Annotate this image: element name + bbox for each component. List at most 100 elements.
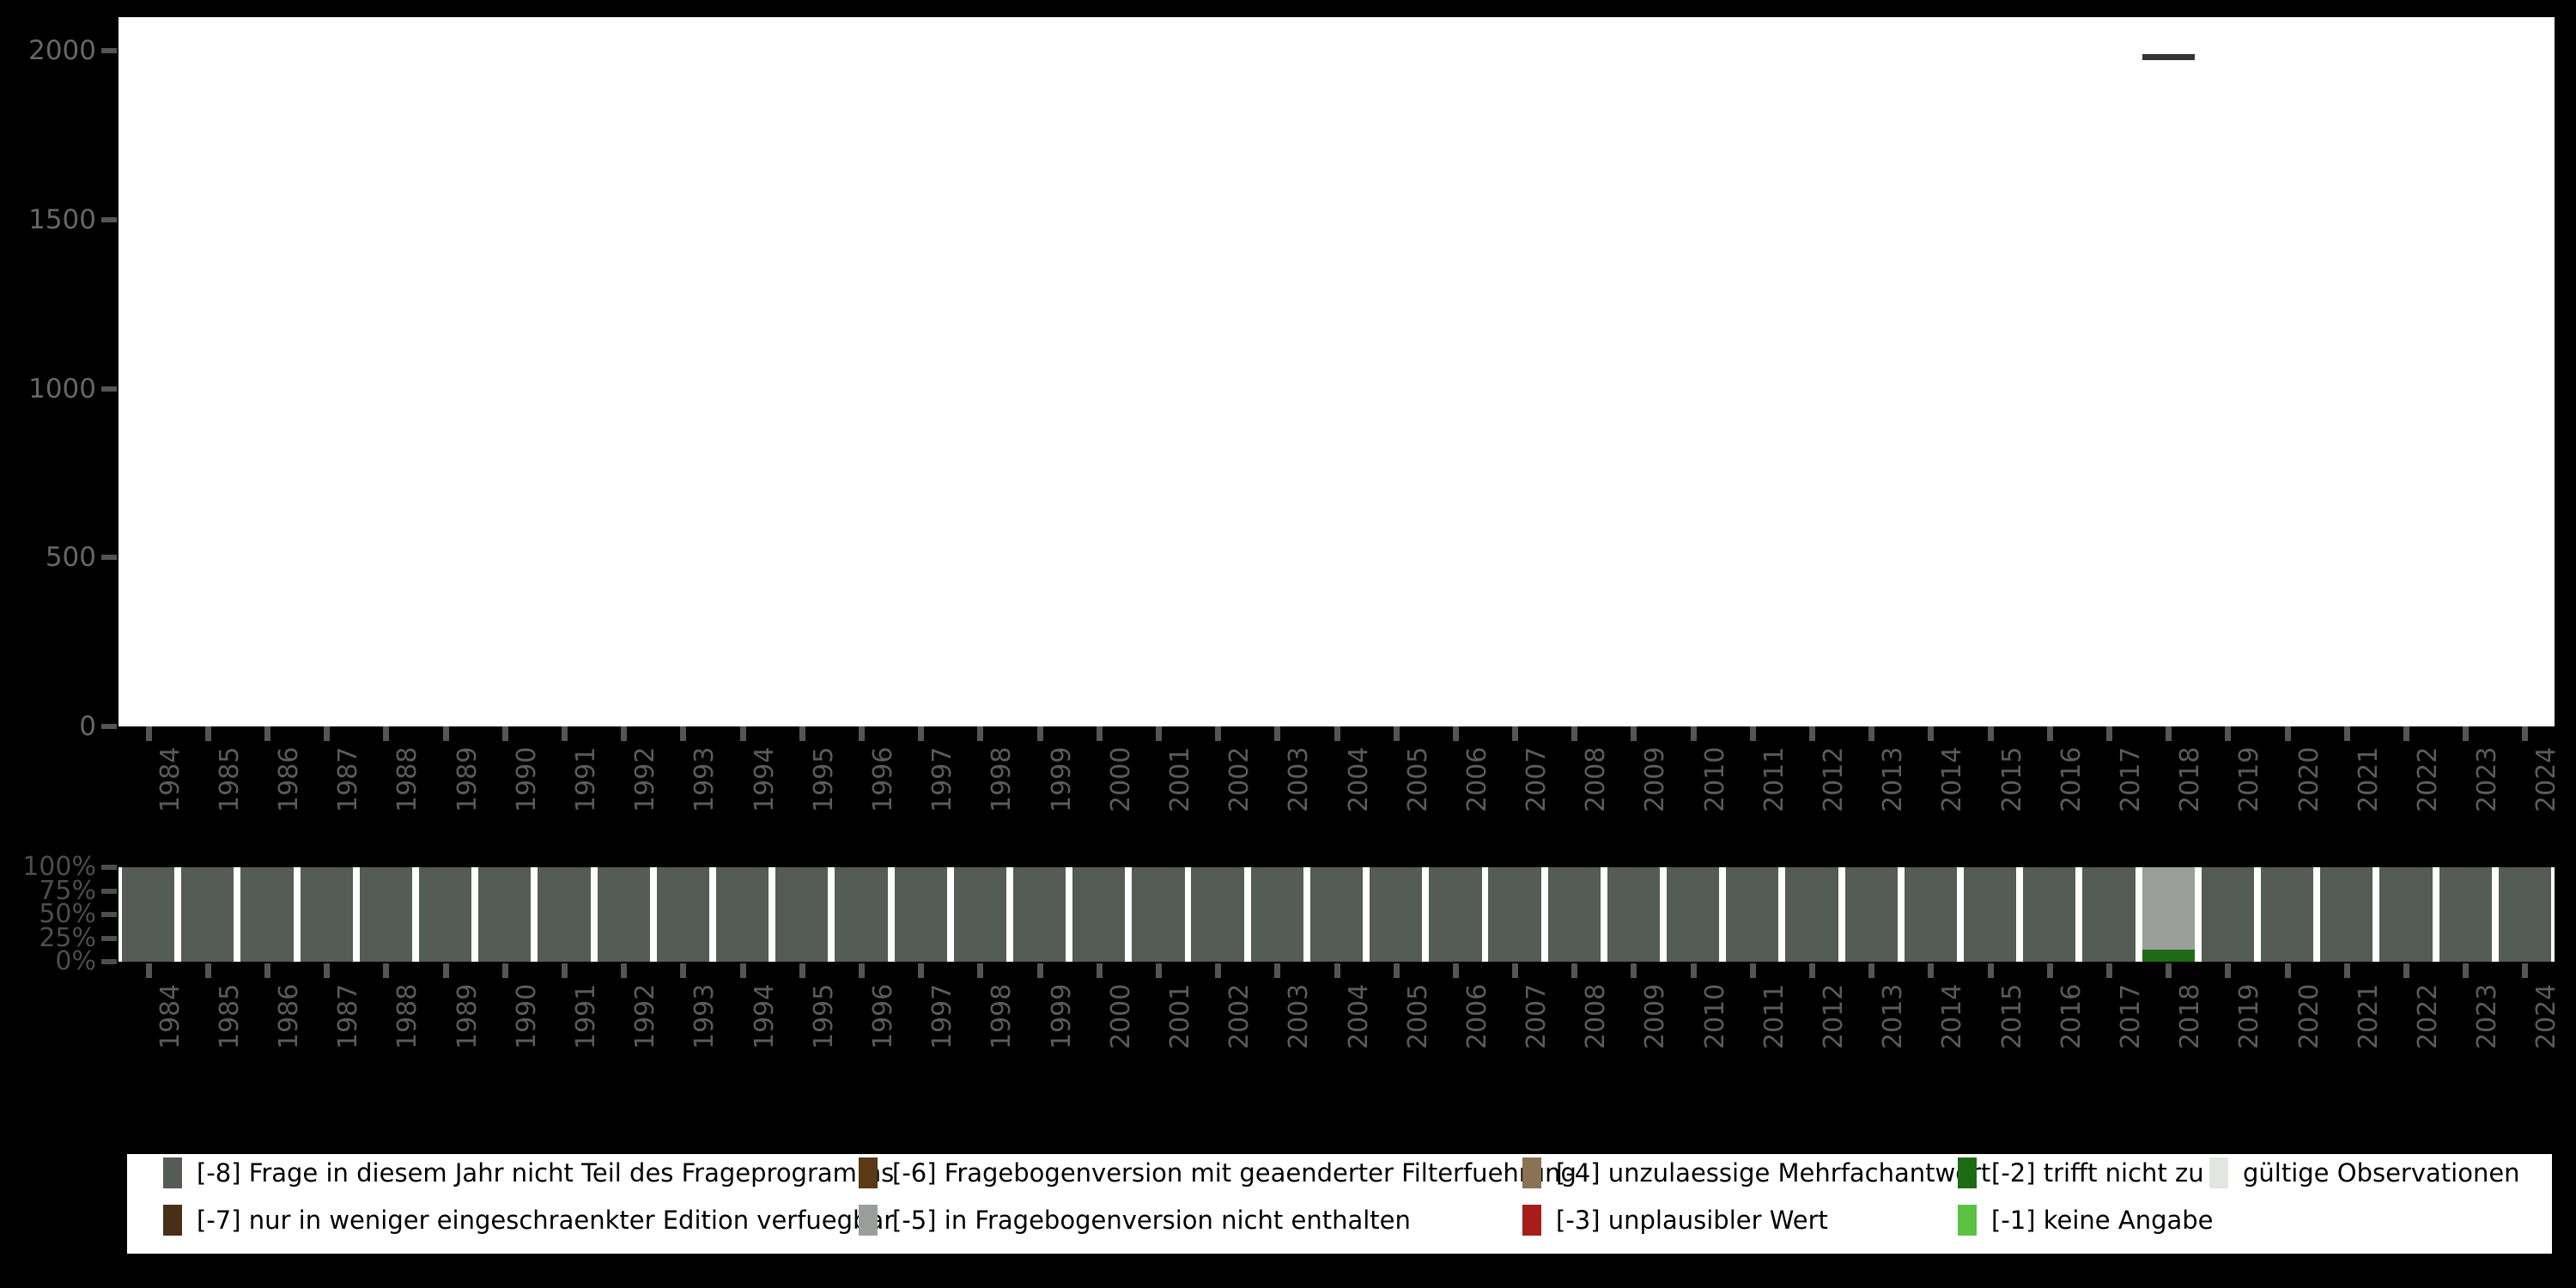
shares-x-tick-label: 2024: [2531, 983, 2562, 1049]
counts-x-tick-label: 2023: [2472, 746, 2503, 812]
counts-x-tick-mark: [1571, 726, 1578, 741]
shares-x-tick-label: 1997: [927, 983, 958, 1049]
shares-bar-segment: [181, 867, 234, 962]
shares-x-tick-mark: [1274, 963, 1281, 978]
counts-x-tick-mark: [442, 726, 449, 741]
counts-x-tick-mark: [1512, 726, 1519, 741]
counts-x-tick-label: 2017: [2116, 746, 2147, 812]
shares-y-axis: 0% 25% 50% 75% 100%: [0, 853, 118, 976]
counts-x-tick-label: 1998: [987, 746, 1018, 812]
legend-item-neg8[interactable]: [-8] Frage in diesem Jahr nicht Teil des…: [163, 1156, 894, 1190]
shares-x-tick-mark: [739, 963, 746, 978]
shares-x-tick-label: 1996: [867, 983, 898, 1049]
counts-x-tick-mark: [1393, 726, 1400, 741]
shares-x-tick-label: 2007: [1522, 983, 1552, 1049]
shares-bar: [715, 867, 769, 962]
shares-bar: [2142, 867, 2195, 962]
counts-x-tick-mark: [501, 726, 508, 741]
shares-x-tick-mark: [1690, 963, 1697, 978]
shares-x-tick-label: 1994: [749, 983, 780, 1049]
shares-y-tick-label: 0%: [55, 946, 96, 976]
shares-x-tick-mark: [621, 963, 628, 978]
shares-y-tick-mark: [101, 935, 117, 941]
counts-y-tick-mark: [101, 48, 117, 54]
shares-x-tick-mark: [264, 963, 270, 978]
shares-bar: [835, 867, 888, 962]
counts-x-tick-mark: [1749, 726, 1756, 741]
shares-bar: [1488, 867, 1541, 962]
counts-x-tick-mark: [977, 726, 984, 741]
shares-bar: [953, 867, 1006, 962]
legend-item-neg3[interactable]: [-3] unplausibler Wert: [1522, 1203, 1828, 1237]
shares-bar-segment: [1547, 867, 1601, 962]
shares-x-tick-label: 1990: [511, 983, 542, 1049]
legend-item-neg7[interactable]: [-7] nur in weniger eingeschraenkter Edi…: [163, 1203, 894, 1237]
shares-bar-segment: [1072, 867, 1126, 962]
counts-x-tick-label: 1986: [273, 746, 304, 812]
shares-bar-segment: [418, 867, 472, 962]
shares-bar: [181, 867, 234, 962]
legend-item-label: [-7] nur in weniger eingeschraenkter Edi…: [197, 1206, 895, 1235]
shares-bar: [1012, 867, 1066, 962]
shares-x-tick-label: 1986: [273, 983, 304, 1049]
shares-x-tick-label: 1988: [392, 983, 423, 1049]
shares-x-tick-mark: [918, 963, 925, 978]
counts-y-tick-mark: [101, 555, 117, 561]
shares-x-tick-label: 1998: [987, 983, 1018, 1049]
legend-item-label: gültige Observationen: [2243, 1158, 2520, 1188]
shares-x-tick-mark: [1036, 963, 1043, 978]
counts-y-tick-mark: [101, 724, 117, 729]
shares-bar: [1132, 867, 1185, 962]
shares-x-tick-label: 1987: [333, 983, 364, 1049]
counts-x-tick-mark: [799, 726, 805, 741]
legend-item-neg5[interactable]: [-5] in Fragebogenversion nicht enthalte…: [859, 1203, 1411, 1237]
shares-x-tick-label: 2003: [1284, 983, 1315, 1049]
shares-bar: [478, 867, 532, 962]
shares-x-tick-mark: [1571, 963, 1578, 978]
legend-item-neg2[interactable]: [-2] trifft nicht zu: [1958, 1156, 2204, 1190]
shares-bar: [121, 867, 175, 962]
legend-item-label: [-2] trifft nicht zu: [1991, 1158, 2204, 1188]
shares-bar: [2320, 867, 2373, 962]
shares-x-tick-mark: [2046, 963, 2053, 978]
legend-swatch-icon: [163, 1205, 182, 1236]
shares-bar-segment: [1964, 867, 2017, 962]
counts-x-tick-label: 2000: [1105, 746, 1136, 812]
shares-x-tick-label: 2022: [2413, 983, 2443, 1049]
counts-x-tick-label: 2005: [1402, 746, 1433, 812]
shares-bar-segment: [715, 867, 769, 962]
shares-bar: [1785, 867, 1838, 962]
legend-item-neg6[interactable]: [-6] Fragebogenversion mit geaenderter F…: [859, 1156, 1577, 1190]
counts-x-tick-label: 1984: [155, 746, 185, 812]
counts-x-tick-mark: [2046, 726, 2053, 741]
shares-bar-segment: [2142, 949, 2195, 962]
shares-x-tick-mark: [1452, 963, 1459, 978]
shares-x-tick-label: 1999: [1046, 983, 1077, 1049]
shares-x-tick-mark: [2106, 963, 2113, 978]
shares-bar-segment: [1904, 867, 1958, 962]
legend-item-neg4[interactable]: [-4] unzulaessige Mehrfachantwort: [1522, 1156, 1990, 1190]
counts-x-tick-mark: [383, 726, 390, 741]
counts-x-tick-mark: [858, 726, 865, 741]
shares-bar-segment: [2379, 867, 2433, 962]
shares-y-tick-mark: [101, 865, 117, 870]
shares-x-tick-label: 2005: [1402, 983, 1433, 1049]
legend-item-valid[interactable]: gültige Observationen: [2209, 1156, 2520, 1190]
counts-x-tick-mark: [1809, 726, 1816, 741]
shares-bar-segment: [835, 867, 888, 962]
legend-item-neg1[interactable]: [-1] keine Angabe: [1958, 1203, 2214, 1237]
shares-x-tick-mark: [1096, 963, 1103, 978]
shares-bar: [1726, 867, 1779, 962]
counts-x-tick-mark: [1452, 726, 1459, 741]
shares-x-axis: 1984 1985 1986 1987 1988 1989 1990 1991 1992 1993…: [118, 963, 2561, 1070]
legend-swatch-icon: [1958, 1205, 1977, 1236]
shares-bar: [2439, 867, 2492, 962]
shares-x-tick-mark: [680, 963, 687, 978]
shares-bar-segment: [1429, 867, 1482, 962]
shares-x-tick-label: 2012: [1819, 983, 1850, 1049]
counts-x-tick-mark: [561, 726, 568, 741]
counts-x-axis: 1984 1985 1986 1987 1988 1989 1990 1991 1992 1993…: [118, 726, 2561, 833]
counts-x-tick-label: 2001: [1164, 746, 1195, 812]
shares-bar: [775, 867, 829, 962]
legend-item-label: [-8] Frage in diesem Jahr nicht Teil des…: [197, 1158, 895, 1188]
